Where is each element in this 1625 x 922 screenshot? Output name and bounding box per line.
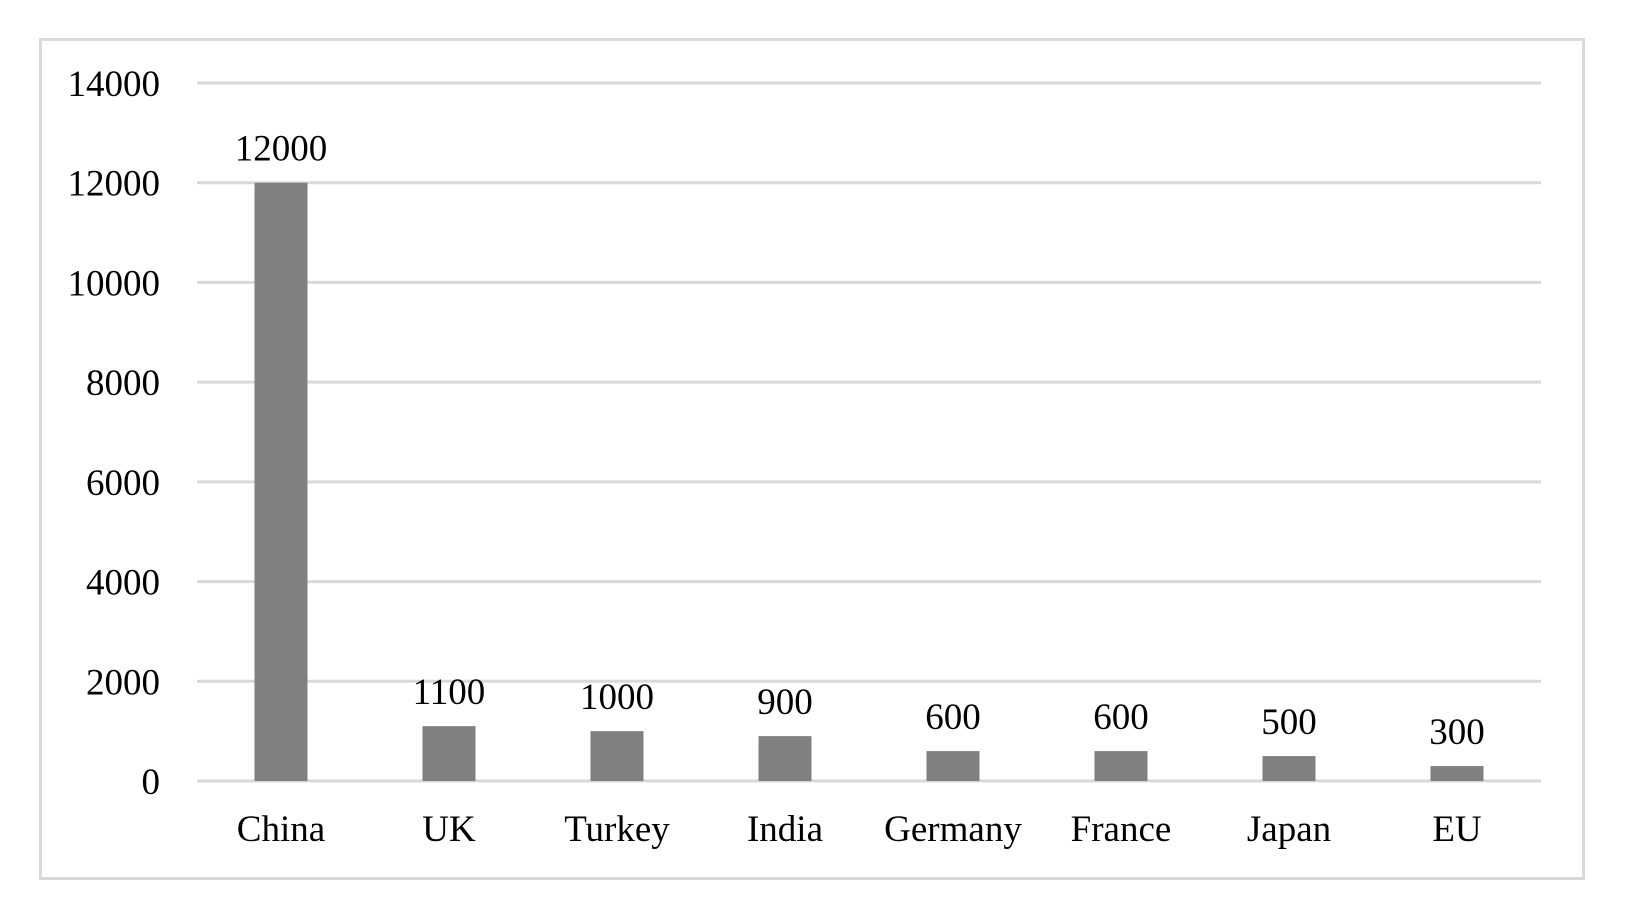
bar-uk [422, 726, 476, 781]
bar-india [758, 736, 812, 781]
y-tick-label: 10000 [68, 263, 161, 304]
x-category-label: India [747, 809, 823, 850]
x-category-label: China [237, 809, 325, 850]
bar-germany [926, 751, 980, 781]
bar-japan [1262, 756, 1316, 781]
x-axis-category-labels: China UK Turkey India Germany France Japan EU [237, 809, 1482, 850]
gridlines [197, 81, 1541, 783]
bars [254, 182, 1484, 781]
bar-china [254, 182, 308, 781]
y-tick-label: 8000 [86, 363, 160, 404]
bar-turkey [590, 731, 644, 781]
data-labels: 12000 1100 1000 900 600 600 500 300 [235, 129, 1485, 753]
y-tick-label: 2000 [86, 662, 160, 703]
y-tick-label: 14000 [68, 64, 161, 105]
x-category-label: UK [422, 809, 476, 850]
y-axis-tick-labels: 0 2000 4000 6000 8000 10000 12000 14000 [68, 64, 161, 803]
data-label: 1000 [580, 677, 654, 718]
bar-eu [1430, 766, 1484, 781]
data-label: 1100 [413, 672, 486, 713]
data-label: 12000 [235, 129, 328, 170]
data-label: 600 [1093, 697, 1149, 738]
x-category-label: Turkey [564, 809, 670, 850]
x-category-label: Germany [884, 809, 1022, 850]
data-label: 600 [925, 697, 981, 738]
y-tick-label: 4000 [86, 563, 160, 604]
x-category-label: France [1071, 809, 1172, 850]
data-label: 500 [1261, 702, 1317, 743]
x-category-label: EU [1432, 809, 1481, 850]
y-tick-label: 12000 [68, 164, 161, 205]
data-label: 300 [1429, 712, 1485, 753]
data-label: 900 [757, 682, 813, 723]
bar-france [1094, 751, 1148, 781]
y-tick-label: 6000 [86, 463, 160, 504]
x-category-label: Japan [1247, 809, 1331, 850]
y-tick-label: 0 [142, 762, 161, 803]
